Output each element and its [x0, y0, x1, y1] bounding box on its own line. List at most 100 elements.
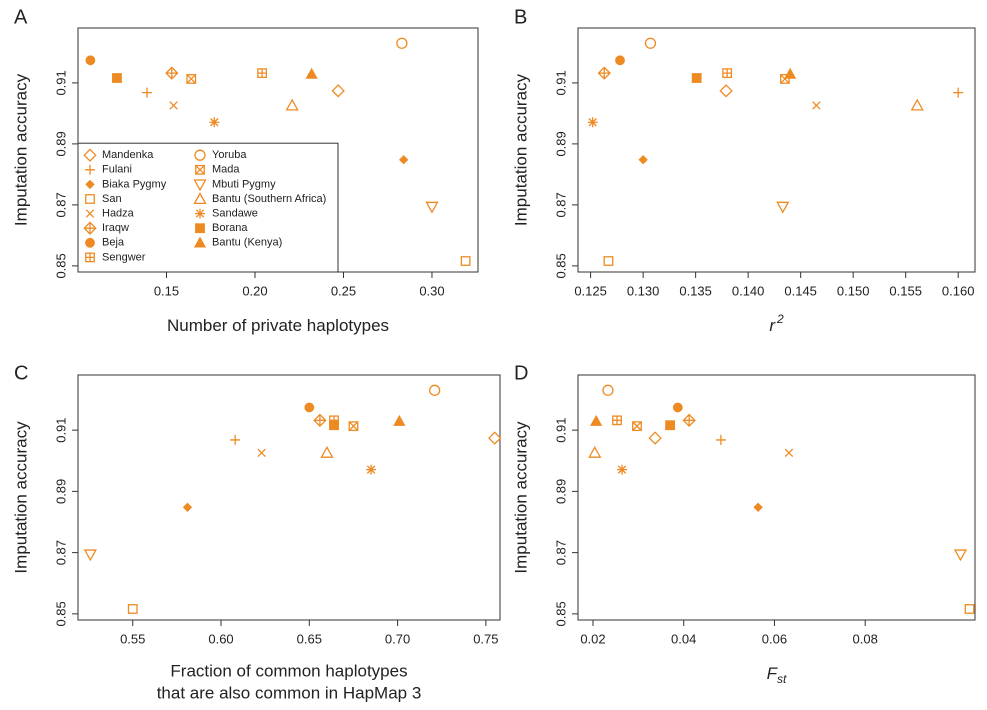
point — [784, 67, 797, 79]
legend-label: Mbuti Pygmy — [212, 178, 276, 190]
marker-part — [195, 164, 205, 175]
legend-marker — [193, 192, 207, 205]
x-tick-label: 0.25 — [331, 283, 356, 298]
point — [597, 66, 611, 80]
marker-part — [85, 237, 95, 248]
marker-part — [166, 67, 178, 79]
panel-letter: B — [514, 6, 527, 28]
legend-label: Fulani — [102, 164, 132, 176]
marker-part — [83, 549, 97, 562]
y-tick-label: 0.89 — [53, 479, 68, 504]
legend-marker — [85, 237, 95, 248]
legend-label: Beja — [102, 237, 125, 249]
y-tick-label: 0.87 — [553, 192, 568, 217]
marker-part — [665, 420, 676, 431]
marker-part — [209, 117, 220, 128]
point — [648, 431, 662, 445]
point — [460, 256, 471, 266]
marker-part — [648, 431, 662, 445]
point — [615, 55, 625, 66]
point — [964, 604, 975, 614]
point — [632, 421, 642, 432]
legend-label: Bantu (Kenya) — [212, 237, 282, 249]
point — [230, 434, 241, 445]
marker-part — [366, 464, 377, 475]
point — [665, 420, 676, 431]
marker-part — [329, 420, 339, 431]
point — [83, 549, 97, 562]
marker-part — [719, 84, 733, 98]
panel: C 0.85 0.87 0.89 0.91 0.55 0.60 0.65 0.70 0.75 Imp… — [11, 362, 502, 702]
y-tick-label: 0.85 — [553, 253, 568, 278]
legend-label: Mandenka — [102, 149, 154, 161]
x-axis-label-main: r — [769, 316, 776, 335]
plot-frame — [577, 374, 976, 621]
point — [127, 604, 138, 614]
point — [429, 384, 441, 396]
marker-part — [257, 68, 267, 78]
marker-part — [182, 502, 193, 512]
point — [603, 256, 614, 266]
marker-part — [598, 67, 611, 79]
panel-letter: C — [14, 362, 28, 384]
marker-part — [488, 431, 502, 445]
legend-marker — [193, 236, 207, 248]
x-tick-label: 0.04 — [671, 631, 696, 646]
marker-part — [617, 464, 628, 475]
x-tick-label: 0.60 — [208, 631, 233, 646]
marker-part — [195, 165, 205, 175]
point — [612, 415, 622, 426]
legend-marker — [195, 208, 205, 219]
marker-part — [193, 236, 207, 248]
marker-part — [612, 416, 622, 425]
marker-part — [603, 256, 614, 266]
marker-part — [615, 55, 625, 66]
y-tick-label: 0.89 — [553, 479, 568, 504]
x-tick-label: 0.30 — [419, 283, 444, 298]
marker-part — [84, 222, 96, 234]
marker-part — [910, 98, 924, 111]
x-axis-label: that are also common in HapMap 3 — [157, 683, 422, 702]
y-axis-label: Imputation accuracy — [11, 73, 30, 226]
marker-part — [193, 179, 207, 192]
legend-marker — [85, 164, 95, 175]
point — [85, 55, 96, 66]
panel-letter: D — [514, 362, 528, 384]
legend-label: Borana — [212, 222, 248, 234]
point — [617, 464, 628, 475]
point — [784, 448, 794, 457]
y-tick-label: 0.89 — [553, 131, 568, 156]
marker-part — [683, 414, 695, 427]
point — [313, 413, 327, 427]
y-tick-label: 0.89 — [53, 131, 68, 156]
y-tick-label: 0.91 — [53, 70, 68, 95]
legend-label: Iraqw — [102, 222, 129, 234]
marker-part — [285, 98, 299, 111]
marker-part — [304, 402, 315, 413]
marker-part — [195, 223, 205, 234]
legend-marker — [195, 223, 205, 234]
marker-part — [193, 192, 207, 205]
point — [753, 502, 763, 512]
marker-part — [590, 414, 603, 426]
panel: A 0.85 0.87 0.89 0.91 0.15 0.20 0.25 0.30 Imputat… — [11, 6, 479, 335]
point — [588, 445, 602, 458]
legend-label: Sengwer — [102, 251, 146, 263]
marker-part — [112, 73, 122, 83]
x-tick-label: 0.145 — [784, 283, 817, 298]
panel: D 0.85 0.87 0.89 0.91 0.02 0.04 0.06 0.08 Imputat… — [511, 362, 976, 686]
point — [331, 84, 345, 98]
marker-part — [85, 179, 95, 190]
x-tick-label: 0.125 — [574, 283, 607, 298]
x-tick-label: 0.70 — [385, 631, 410, 646]
point — [320, 445, 334, 458]
point — [602, 384, 614, 396]
point — [715, 434, 726, 445]
marker-part — [460, 256, 471, 266]
point — [488, 431, 502, 445]
y-tick-label: 0.87 — [553, 540, 568, 565]
marker-part — [632, 421, 642, 432]
marker-part — [396, 37, 408, 49]
point — [398, 155, 409, 165]
